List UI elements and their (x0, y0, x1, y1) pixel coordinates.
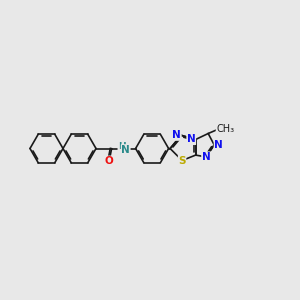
Text: N: N (202, 152, 211, 162)
Text: N: N (121, 145, 130, 155)
Text: N: N (172, 130, 181, 140)
Text: S: S (178, 155, 186, 166)
Text: O: O (105, 156, 114, 166)
Text: CH₃: CH₃ (216, 124, 234, 134)
Text: N: N (214, 140, 223, 150)
Text: N: N (187, 134, 196, 145)
Text: H: H (118, 142, 126, 151)
